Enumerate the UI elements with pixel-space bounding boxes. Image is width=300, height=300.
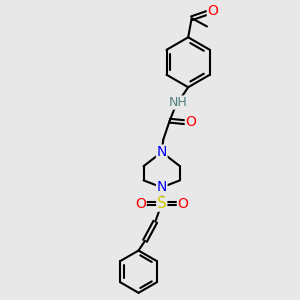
Text: O: O [135,196,146,211]
Text: O: O [185,115,196,129]
Text: S: S [157,196,166,211]
Text: NH: NH [169,96,187,109]
Text: N: N [157,180,167,194]
Text: O: O [207,4,218,19]
Text: N: N [157,145,167,159]
Text: O: O [178,196,188,211]
